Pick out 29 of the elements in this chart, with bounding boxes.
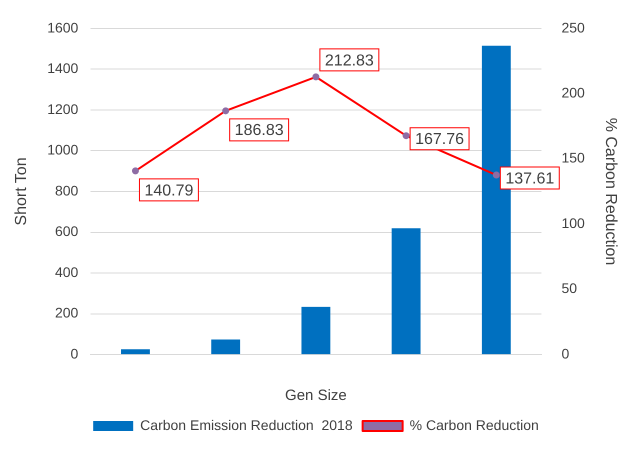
legend-label: Carbon Emission Reduction 2018: [140, 416, 353, 433]
bar: [121, 349, 150, 354]
data-label: 137.61: [505, 170, 554, 188]
y-tick-label: 0: [70, 345, 79, 362]
data-label: 212.83: [324, 52, 374, 70]
y2-tick-label: 250: [561, 19, 586, 36]
y-tick-label: 800: [54, 182, 79, 198]
bar: [211, 340, 240, 354]
y2-tick-label: 100: [561, 214, 586, 231]
y-tick-label: 1000: [47, 142, 79, 158]
y2-tick-label: 200: [561, 84, 586, 100]
y-tick-label: 1200: [47, 100, 79, 117]
y-tick-label: 200: [54, 304, 79, 321]
y-tick-label: 1400: [47, 60, 79, 76]
y-tick-label: 1600: [47, 19, 79, 36]
y-tick-label: 400: [54, 264, 79, 280]
data-label: 186.83: [234, 122, 284, 140]
bar: [301, 306, 330, 354]
y2-axis-title: % Carbon Reduction: [602, 118, 619, 266]
data-label: 140.79: [144, 182, 194, 200]
y2-tick-label: 50: [561, 280, 578, 296]
y2-tick-label: 0: [561, 345, 570, 362]
y-tick-label: 600: [54, 223, 79, 240]
legend-label: % Carbon Reduction: [410, 416, 539, 433]
x-axis-title: Gen Size: [285, 387, 347, 404]
bar: [392, 228, 421, 354]
data-label: 167.76: [415, 131, 464, 148]
y-axis-title: Short Ton: [13, 157, 30, 226]
y2-tick-label: 150: [561, 150, 586, 166]
